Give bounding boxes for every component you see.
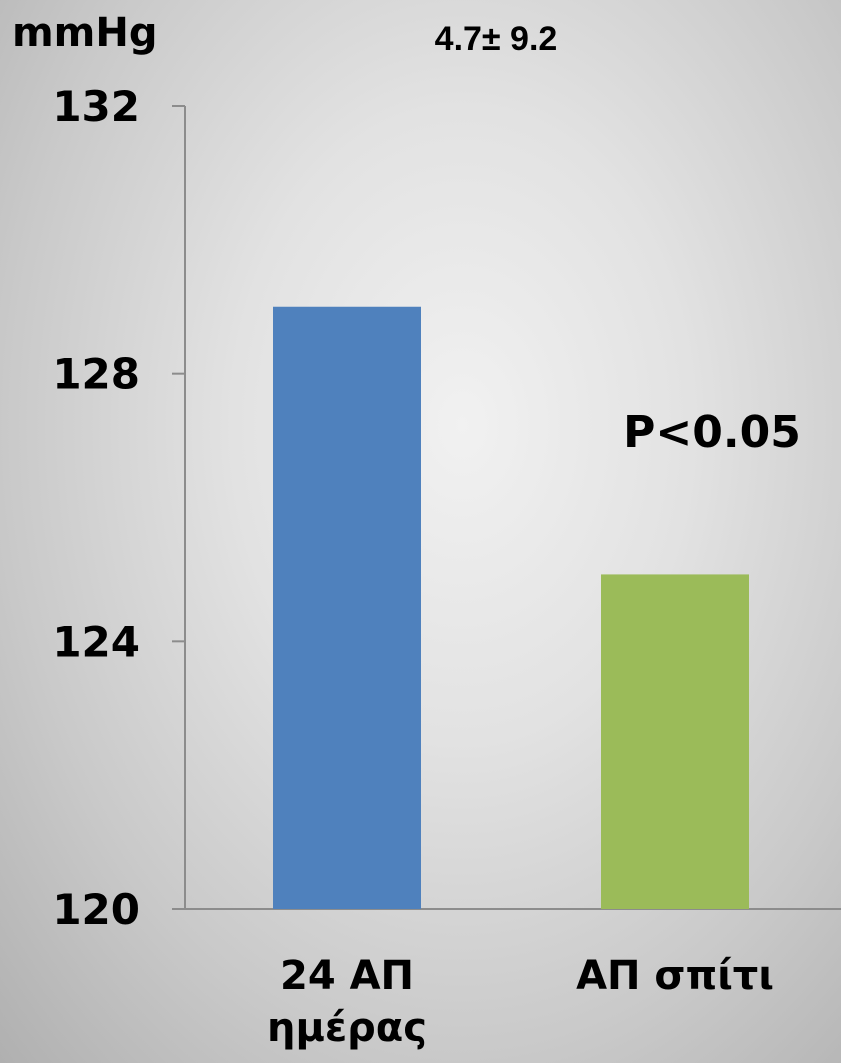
y-tick-label: 128 <box>52 350 140 399</box>
bars <box>273 306 749 909</box>
p-value-annotation: P<0.05 <box>623 407 801 458</box>
x-category-label: 24 ΑΠ <box>280 953 414 999</box>
bar-2 <box>601 574 749 909</box>
x-category-label: ημέρας <box>267 1005 427 1051</box>
difference-annotation: 4.7± 9.2 <box>435 20 558 58</box>
y-tick-label: 120 <box>52 885 140 934</box>
bar-1 <box>273 306 421 909</box>
y-tick-label: 124 <box>52 617 140 666</box>
x-axis-category-labels: 24 ΑΠ ημέρας ΑΠ σπίτι <box>267 953 774 1051</box>
y-axis-ticks: 120 124 128 132 <box>52 82 185 934</box>
x-category-label: ΑΠ σπίτι <box>576 953 774 999</box>
y-axis-unit-label: mmHg <box>12 10 157 56</box>
y-tick-label: 132 <box>52 82 140 131</box>
